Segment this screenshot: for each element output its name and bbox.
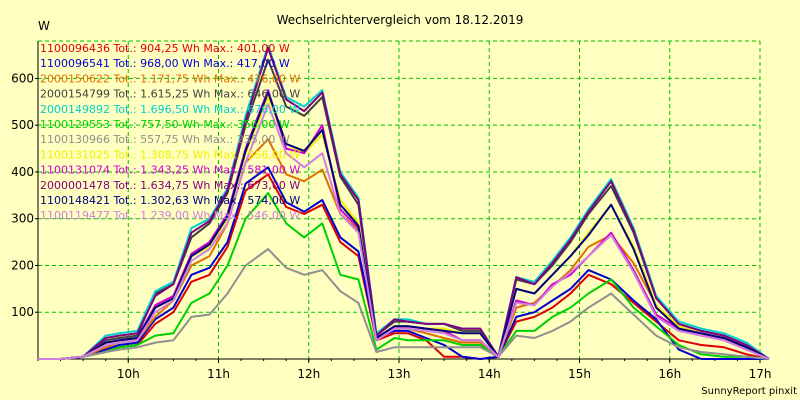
- legend-entry: 1100131025 Tot.: 1.308,75 Wh Max.: 566,0…: [40, 148, 300, 161]
- series-line: [38, 166, 769, 360]
- y-tick-label: 500: [11, 118, 34, 132]
- x-tick-label: 17h: [749, 367, 772, 381]
- axes: [35, 41, 761, 363]
- legend-entry: 1100130966 Tot.: 557,75 Wh Max.: 235,00 …: [40, 133, 290, 146]
- series-line: [38, 248, 770, 360]
- grid: [38, 40, 761, 359]
- x-tick-label: 13h: [388, 367, 411, 381]
- x-tick-label: 12h: [297, 367, 320, 381]
- legend-entry: 1100129553 Tot.: 757,50 Wh Max.: 356,00 …: [40, 118, 290, 131]
- x-tick-label: 14h: [478, 367, 501, 381]
- legend-entry: 2000149892 Tot.: 1.696,50 Wh Max.: 676,0…: [40, 103, 300, 116]
- chart-title: Wechselrichtervergleich vom 18.12.2019: [277, 13, 524, 27]
- x-tick-label: 11h: [207, 367, 230, 381]
- series-line: [38, 58, 770, 360]
- series-lines: [38, 44, 770, 360]
- series-line: [38, 192, 770, 360]
- y-tick-label: 200: [11, 258, 34, 272]
- y-tick-label: 300: [11, 212, 34, 226]
- legend-entry: 1100096541 Tot.: 968,00 Wh Max.: 417,00 …: [40, 57, 290, 70]
- series-line: [38, 103, 770, 360]
- series-line: [38, 47, 770, 360]
- series-line: [38, 91, 770, 360]
- legend-entry: 2000154799 Tot.: 1.615,25 Wh Max.: 646,0…: [40, 88, 300, 101]
- x-tick-label: 10h: [117, 367, 140, 381]
- legend-entry: 1100119477 Tot.: 1.239,00 Wh Max.: 546,0…: [40, 209, 300, 222]
- legend-entry: 2000001478 Tot.: 1.634,75 Wh Max.: 673,0…: [40, 179, 300, 192]
- y-tick-label: 400: [11, 165, 34, 179]
- legend-entry: 2000150622 Tot.: 1.171,75 Wh Max.: 476,0…: [40, 72, 300, 85]
- x-tick-label: 16h: [658, 367, 681, 381]
- legend: 1100096436 Tot.: 904,25 Wh Max.: 401,00 …: [40, 42, 300, 222]
- x-tick-label: 15h: [568, 367, 591, 381]
- legend-entry: 1100148421 Tot.: 1.302,63 Wh Max.: 574,0…: [40, 194, 300, 207]
- y-tick-label: 600: [11, 71, 34, 85]
- credit-label: SunnyReport pinxit: [701, 386, 797, 397]
- tick-labels: 100 200 300 400 500 600 10h 11h 12h 13h 14h 15h 16h 1…: [11, 71, 771, 381]
- y-axis-label: W: [38, 19, 50, 33]
- legend-entry: 1100131074 Tot.: 1.343,25 Wh Max.: 581,0…: [40, 164, 300, 177]
- y-tick-label: 100: [11, 305, 34, 319]
- legend-entry: 1100096436 Tot.: 904,25 Wh Max.: 401,00 …: [40, 42, 290, 55]
